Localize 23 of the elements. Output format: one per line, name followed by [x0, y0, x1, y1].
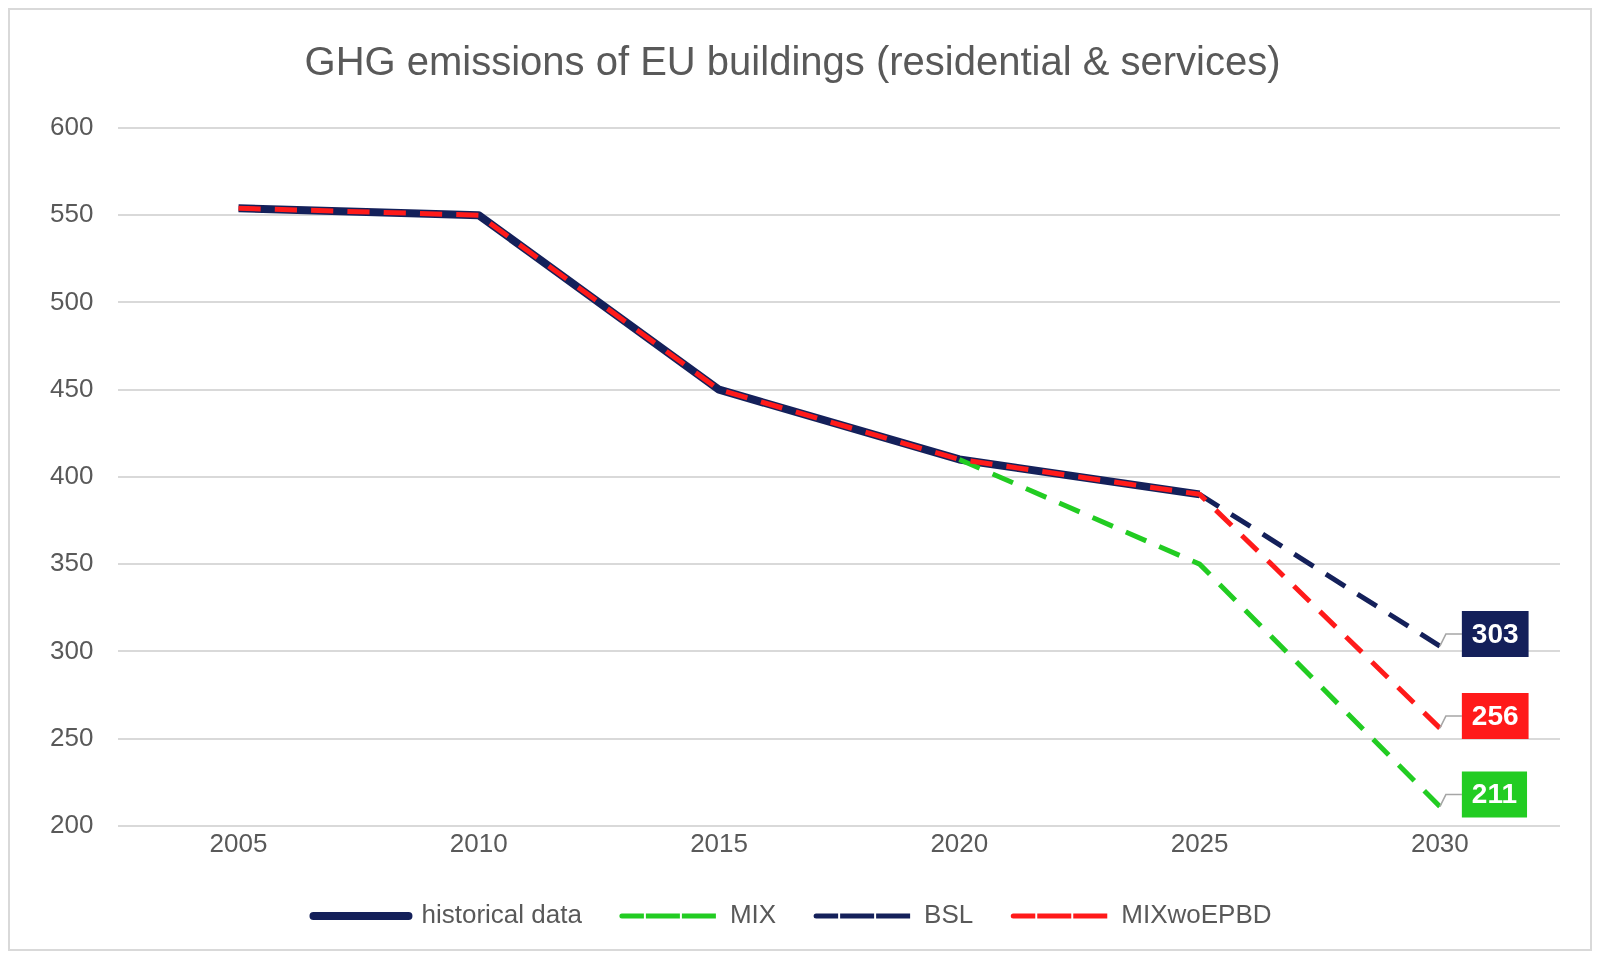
legend-label: MIXwoEPBD: [1121, 899, 1272, 930]
data-label: 211: [1471, 778, 1518, 810]
y-tick-label: 400: [49, 460, 94, 491]
legend-label: BSL: [924, 899, 974, 930]
chart-title: GHG emissions of EU buildings (residential & services): [304, 39, 1281, 84]
y-tick-label: 300: [49, 634, 94, 665]
y-tick-label: 200: [49, 808, 94, 839]
y-tick-label: 550: [49, 198, 94, 229]
legend-label: MIX: [729, 899, 777, 930]
x-tick-label: 2025: [1170, 827, 1229, 858]
legend-label: historical data: [421, 899, 583, 930]
x-tick-label: 2010: [449, 827, 508, 858]
y-tick-label: 500: [49, 285, 94, 316]
y-tick-label: 450: [49, 372, 94, 403]
x-tick-label: 2005: [209, 827, 268, 858]
x-tick-label: 2020: [930, 827, 989, 858]
x-tick-label: 2015: [690, 827, 748, 858]
data-label: 256: [1471, 699, 1519, 731]
y-tick-label: 600: [49, 111, 94, 142]
y-tick-label: 350: [49, 547, 94, 578]
data-label: 303: [1471, 617, 1519, 649]
y-tick-label: 250: [49, 721, 94, 752]
x-tick-label: 2030: [1410, 827, 1469, 858]
